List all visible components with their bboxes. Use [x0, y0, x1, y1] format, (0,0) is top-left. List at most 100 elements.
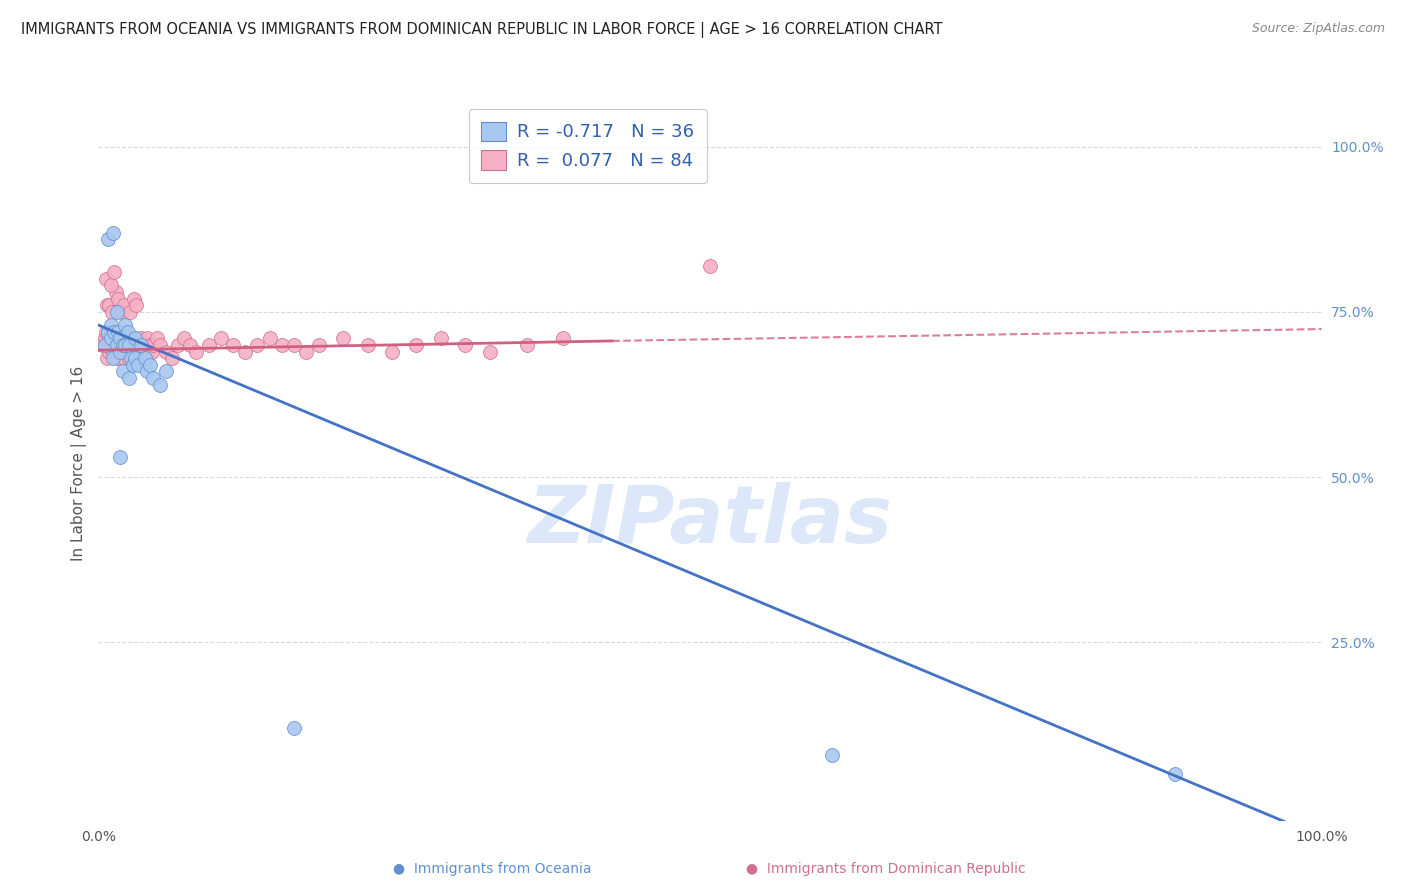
- Point: [103, 265, 125, 279]
- Point: [107, 338, 129, 352]
- Point: [96, 298, 118, 312]
- Point: [821, 747, 844, 762]
- Y-axis label: In Labor Force | Age > 16: In Labor Force | Age > 16: [72, 367, 87, 561]
- Point: [105, 351, 128, 365]
- Point: [110, 344, 132, 359]
- Point: [101, 344, 124, 359]
- Point: [94, 272, 117, 286]
- Point: [111, 351, 134, 365]
- Point: [405, 338, 427, 352]
- Point: [111, 331, 134, 345]
- Point: [108, 325, 131, 339]
- Point: [173, 331, 195, 345]
- Point: [129, 351, 152, 365]
- Point: [129, 331, 152, 345]
- Point: [209, 331, 232, 345]
- Point: [114, 338, 136, 352]
- Point: [111, 338, 134, 352]
- Point: [121, 358, 143, 372]
- Point: [105, 305, 128, 319]
- Point: [124, 351, 146, 365]
- Point: [101, 325, 124, 339]
- Point: [100, 338, 122, 352]
- Point: [103, 338, 125, 352]
- Point: [118, 331, 141, 345]
- Point: [97, 232, 120, 246]
- Point: [101, 331, 124, 345]
- Point: [118, 338, 141, 352]
- Point: [142, 371, 165, 385]
- Point: [101, 351, 124, 365]
- Point: [283, 338, 305, 352]
- Point: [114, 318, 136, 332]
- Point: [118, 371, 141, 385]
- Point: [259, 331, 281, 345]
- Point: [105, 325, 128, 339]
- Point: [98, 344, 121, 359]
- Point: [155, 364, 177, 378]
- Point: [112, 298, 135, 312]
- Point: [233, 344, 256, 359]
- Point: [107, 325, 129, 339]
- Point: [356, 338, 378, 352]
- Point: [120, 305, 142, 319]
- Point: [127, 358, 149, 372]
- Point: [283, 721, 305, 735]
- Point: [167, 338, 190, 352]
- Point: [114, 325, 136, 339]
- Point: [134, 338, 156, 352]
- Point: [129, 338, 152, 352]
- Point: [142, 338, 165, 352]
- Point: [134, 351, 156, 365]
- Point: [100, 331, 122, 345]
- Point: [246, 338, 269, 352]
- Point: [127, 344, 149, 359]
- Point: [136, 351, 159, 365]
- Point: [124, 338, 146, 352]
- Point: [125, 298, 148, 312]
- Point: [270, 338, 294, 352]
- Text: Source: ZipAtlas.com: Source: ZipAtlas.com: [1251, 22, 1385, 36]
- Point: [515, 338, 537, 352]
- Text: ●  Immigrants from Dominican Republic: ● Immigrants from Dominican Republic: [747, 862, 1025, 876]
- Point: [100, 278, 122, 293]
- Point: [146, 331, 169, 345]
- Point: [128, 338, 150, 352]
- Point: [149, 338, 172, 352]
- Point: [295, 344, 318, 359]
- Point: [96, 351, 118, 365]
- Point: [115, 344, 138, 359]
- Point: [97, 325, 120, 339]
- Point: [553, 331, 575, 345]
- Point: [118, 351, 141, 365]
- Point: [1164, 767, 1187, 781]
- Point: [94, 325, 117, 339]
- Point: [149, 377, 172, 392]
- Point: [120, 338, 142, 352]
- Point: [97, 325, 120, 339]
- Point: [117, 338, 139, 352]
- Point: [186, 344, 208, 359]
- Point: [155, 344, 177, 359]
- Point: [100, 325, 122, 339]
- Point: [124, 331, 146, 345]
- Legend: R = -0.717   N = 36, R =  0.077   N = 84: R = -0.717 N = 36, R = 0.077 N = 84: [468, 109, 707, 183]
- Point: [104, 285, 127, 299]
- Point: [111, 305, 134, 319]
- Point: [136, 364, 159, 378]
- Point: [98, 298, 121, 312]
- Point: [332, 331, 354, 345]
- Point: [197, 338, 219, 352]
- Point: [111, 364, 134, 378]
- Point: [122, 292, 145, 306]
- Point: [101, 305, 124, 319]
- Point: [111, 338, 134, 352]
- Text: ●  Immigrants from Oceania: ● Immigrants from Oceania: [392, 862, 592, 876]
- Point: [110, 344, 132, 359]
- Point: [97, 338, 120, 352]
- Point: [100, 318, 122, 332]
- Point: [141, 344, 163, 359]
- Point: [699, 259, 721, 273]
- Point: [110, 450, 132, 465]
- Point: [120, 351, 142, 365]
